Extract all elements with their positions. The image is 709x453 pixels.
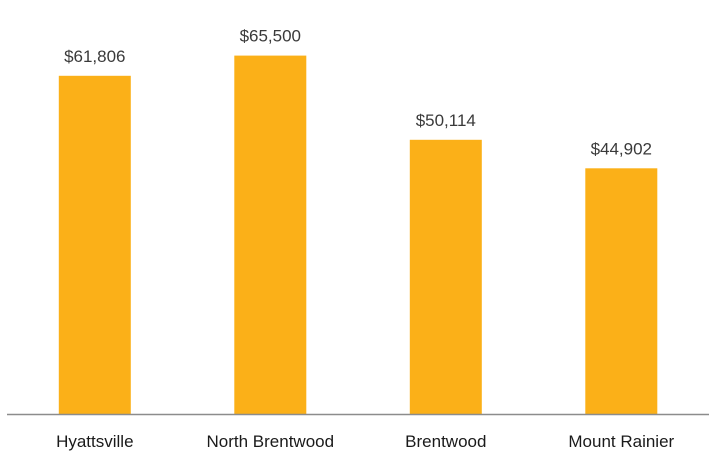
x-tick-label-2: Brentwood xyxy=(405,432,486,451)
x-axis-tick-labels: Hyattsville North Brentwood Brentwood Mount… xyxy=(56,432,674,451)
data-label-2: $50,114 xyxy=(416,111,476,130)
data-labels-group: $61,806 $65,500 $50,114 $44,902 xyxy=(64,27,652,159)
data-label-3: $44,902 xyxy=(591,139,652,158)
x-tick-label-0: Hyattsville xyxy=(56,432,133,451)
data-label-1: $65,500 xyxy=(240,27,301,46)
bar-0 xyxy=(58,75,131,415)
bar-1 xyxy=(234,55,307,414)
bar-2 xyxy=(409,139,482,415)
data-label-0: $61,806 xyxy=(64,47,125,66)
x-tick-label-1: North Brentwood xyxy=(207,432,335,451)
bar-3 xyxy=(585,168,658,414)
x-tick-label-3: Mount Rainier xyxy=(568,432,674,451)
bars-group xyxy=(58,55,658,415)
